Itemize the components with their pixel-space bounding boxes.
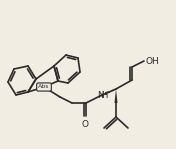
Text: N: N <box>97 91 103 100</box>
Text: H: H <box>101 91 107 100</box>
Text: Abs: Abs <box>38 84 50 90</box>
Text: O: O <box>81 120 89 129</box>
Text: OH: OH <box>146 56 160 66</box>
Polygon shape <box>115 89 118 103</box>
